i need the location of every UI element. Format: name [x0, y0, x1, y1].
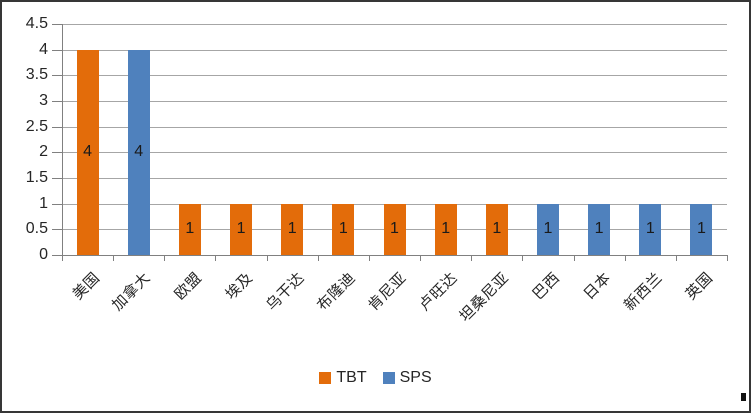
- bar-布隆迪[interactable]: 1: [332, 203, 355, 255]
- x-axis-tick: [420, 255, 422, 261]
- bar-肯尼亚[interactable]: 1: [383, 203, 406, 255]
- category-label: 埃及: [222, 269, 257, 304]
- legend-item-sps[interactable]: SPS: [382, 369, 432, 386]
- bar-data-label: 1: [696, 220, 706, 238]
- category-label: 英国: [682, 269, 717, 304]
- bar-日本[interactable]: 1: [588, 203, 611, 255]
- y-axis-tick: [52, 49, 62, 51]
- y-axis-tick: [52, 24, 62, 25]
- bar-data-label: 4: [134, 143, 144, 161]
- legend-swatch-icon: [319, 372, 332, 384]
- y-axis-tick: [52, 75, 62, 77]
- x-axis-tick: [471, 255, 473, 261]
- bar-新西兰[interactable]: 1: [639, 203, 662, 255]
- x-axis-tick: [675, 255, 677, 261]
- category-label: 加拿大: [109, 269, 155, 315]
- bar-data-label: 1: [492, 220, 502, 238]
- bar-data-label: 1: [645, 220, 655, 238]
- bar-加拿大[interactable]: 4: [127, 49, 150, 255]
- bar-欧盟[interactable]: 1: [178, 203, 201, 255]
- bar-巴西[interactable]: 1: [536, 203, 559, 255]
- y-tick-label: 2.5: [25, 117, 48, 135]
- category-label: 肯尼亚: [364, 269, 410, 315]
- y-tick-label: 2: [39, 143, 48, 161]
- bar-美国[interactable]: 4: [76, 49, 99, 255]
- category-label: 布隆迪: [313, 269, 359, 315]
- category-label: 乌干达: [262, 269, 308, 315]
- x-axis-tick: [317, 255, 319, 261]
- gridline: [62, 178, 727, 179]
- y-axis-tick: [52, 229, 62, 231]
- y-tick-label: 0.5: [25, 220, 48, 238]
- gridline: [62, 101, 727, 102]
- y-axis-tick: [52, 203, 62, 205]
- bar-data-label: 1: [390, 220, 399, 238]
- bar-埃及[interactable]: 1: [230, 203, 253, 255]
- chart-legend: TBT SPS: [2, 370, 749, 386]
- legend-swatch-icon: [382, 372, 395, 384]
- bar-卢旺达[interactable]: 1: [434, 203, 457, 255]
- x-axis-tick: [113, 255, 115, 261]
- bar-data-label: 1: [441, 220, 451, 238]
- x-axis-tick: [62, 255, 63, 261]
- bar-乌干达[interactable]: 1: [281, 203, 304, 255]
- y-axis-tick: [52, 178, 62, 179]
- y-axis-tick: [52, 255, 62, 256]
- x-axis-tick: [727, 255, 728, 261]
- x-axis-tick: [624, 255, 626, 261]
- y-axis-tick: [52, 152, 62, 154]
- y-tick-label: 4: [39, 40, 48, 58]
- category-label: 坦桑尼亚: [456, 269, 513, 326]
- gridline: [62, 49, 727, 51]
- bar-data-label: 4: [83, 143, 93, 161]
- y-tick-label: 1: [39, 194, 48, 212]
- bar-data-label: 1: [338, 220, 348, 238]
- y-tick-label: 3.5: [25, 66, 48, 84]
- gridline: [62, 126, 727, 128]
- x-axis-line: [62, 255, 728, 256]
- category-label: 巴西: [529, 269, 564, 304]
- category-label: 欧盟: [171, 269, 206, 304]
- x-axis-tick: [215, 255, 217, 261]
- category-label: 日本: [580, 269, 615, 304]
- y-tick-label: 4.5: [25, 15, 48, 32]
- category-label: 新西兰: [620, 269, 666, 315]
- x-axis-tick: [522, 255, 524, 261]
- legend-label: SPS: [399, 369, 432, 386]
- border-notch: [741, 393, 746, 401]
- bar-data-label: 1: [594, 220, 604, 238]
- legend-item-tbt[interactable]: TBT: [319, 369, 367, 386]
- category-label: 卢旺达: [416, 269, 461, 315]
- bar-data-label: 1: [543, 220, 553, 238]
- y-axis-tick: [52, 126, 62, 128]
- bar-data-label: 1: [236, 220, 246, 238]
- y-tick-label: 1.5: [25, 169, 48, 186]
- y-tick-label: 3: [39, 92, 48, 109]
- x-axis-tick: [266, 255, 268, 261]
- y-tick-label: 0: [39, 246, 48, 263]
- bar-坦桑尼亚[interactable]: 1: [485, 203, 508, 255]
- y-axis-line: [62, 24, 63, 255]
- x-axis-tick: [164, 255, 166, 261]
- bar-英国[interactable]: 1: [690, 203, 713, 255]
- gridline: [62, 75, 727, 77]
- legend-label: TBT: [336, 369, 367, 386]
- gridline: [62, 152, 727, 154]
- x-axis-tick: [573, 255, 575, 261]
- bar-data-label: 1: [287, 220, 297, 238]
- bar-data-label: 1: [185, 220, 195, 238]
- x-axis-tick: [368, 255, 370, 261]
- category-label: 美国: [68, 269, 103, 304]
- gridline: [62, 24, 727, 25]
- y-axis-tick: [52, 101, 62, 102]
